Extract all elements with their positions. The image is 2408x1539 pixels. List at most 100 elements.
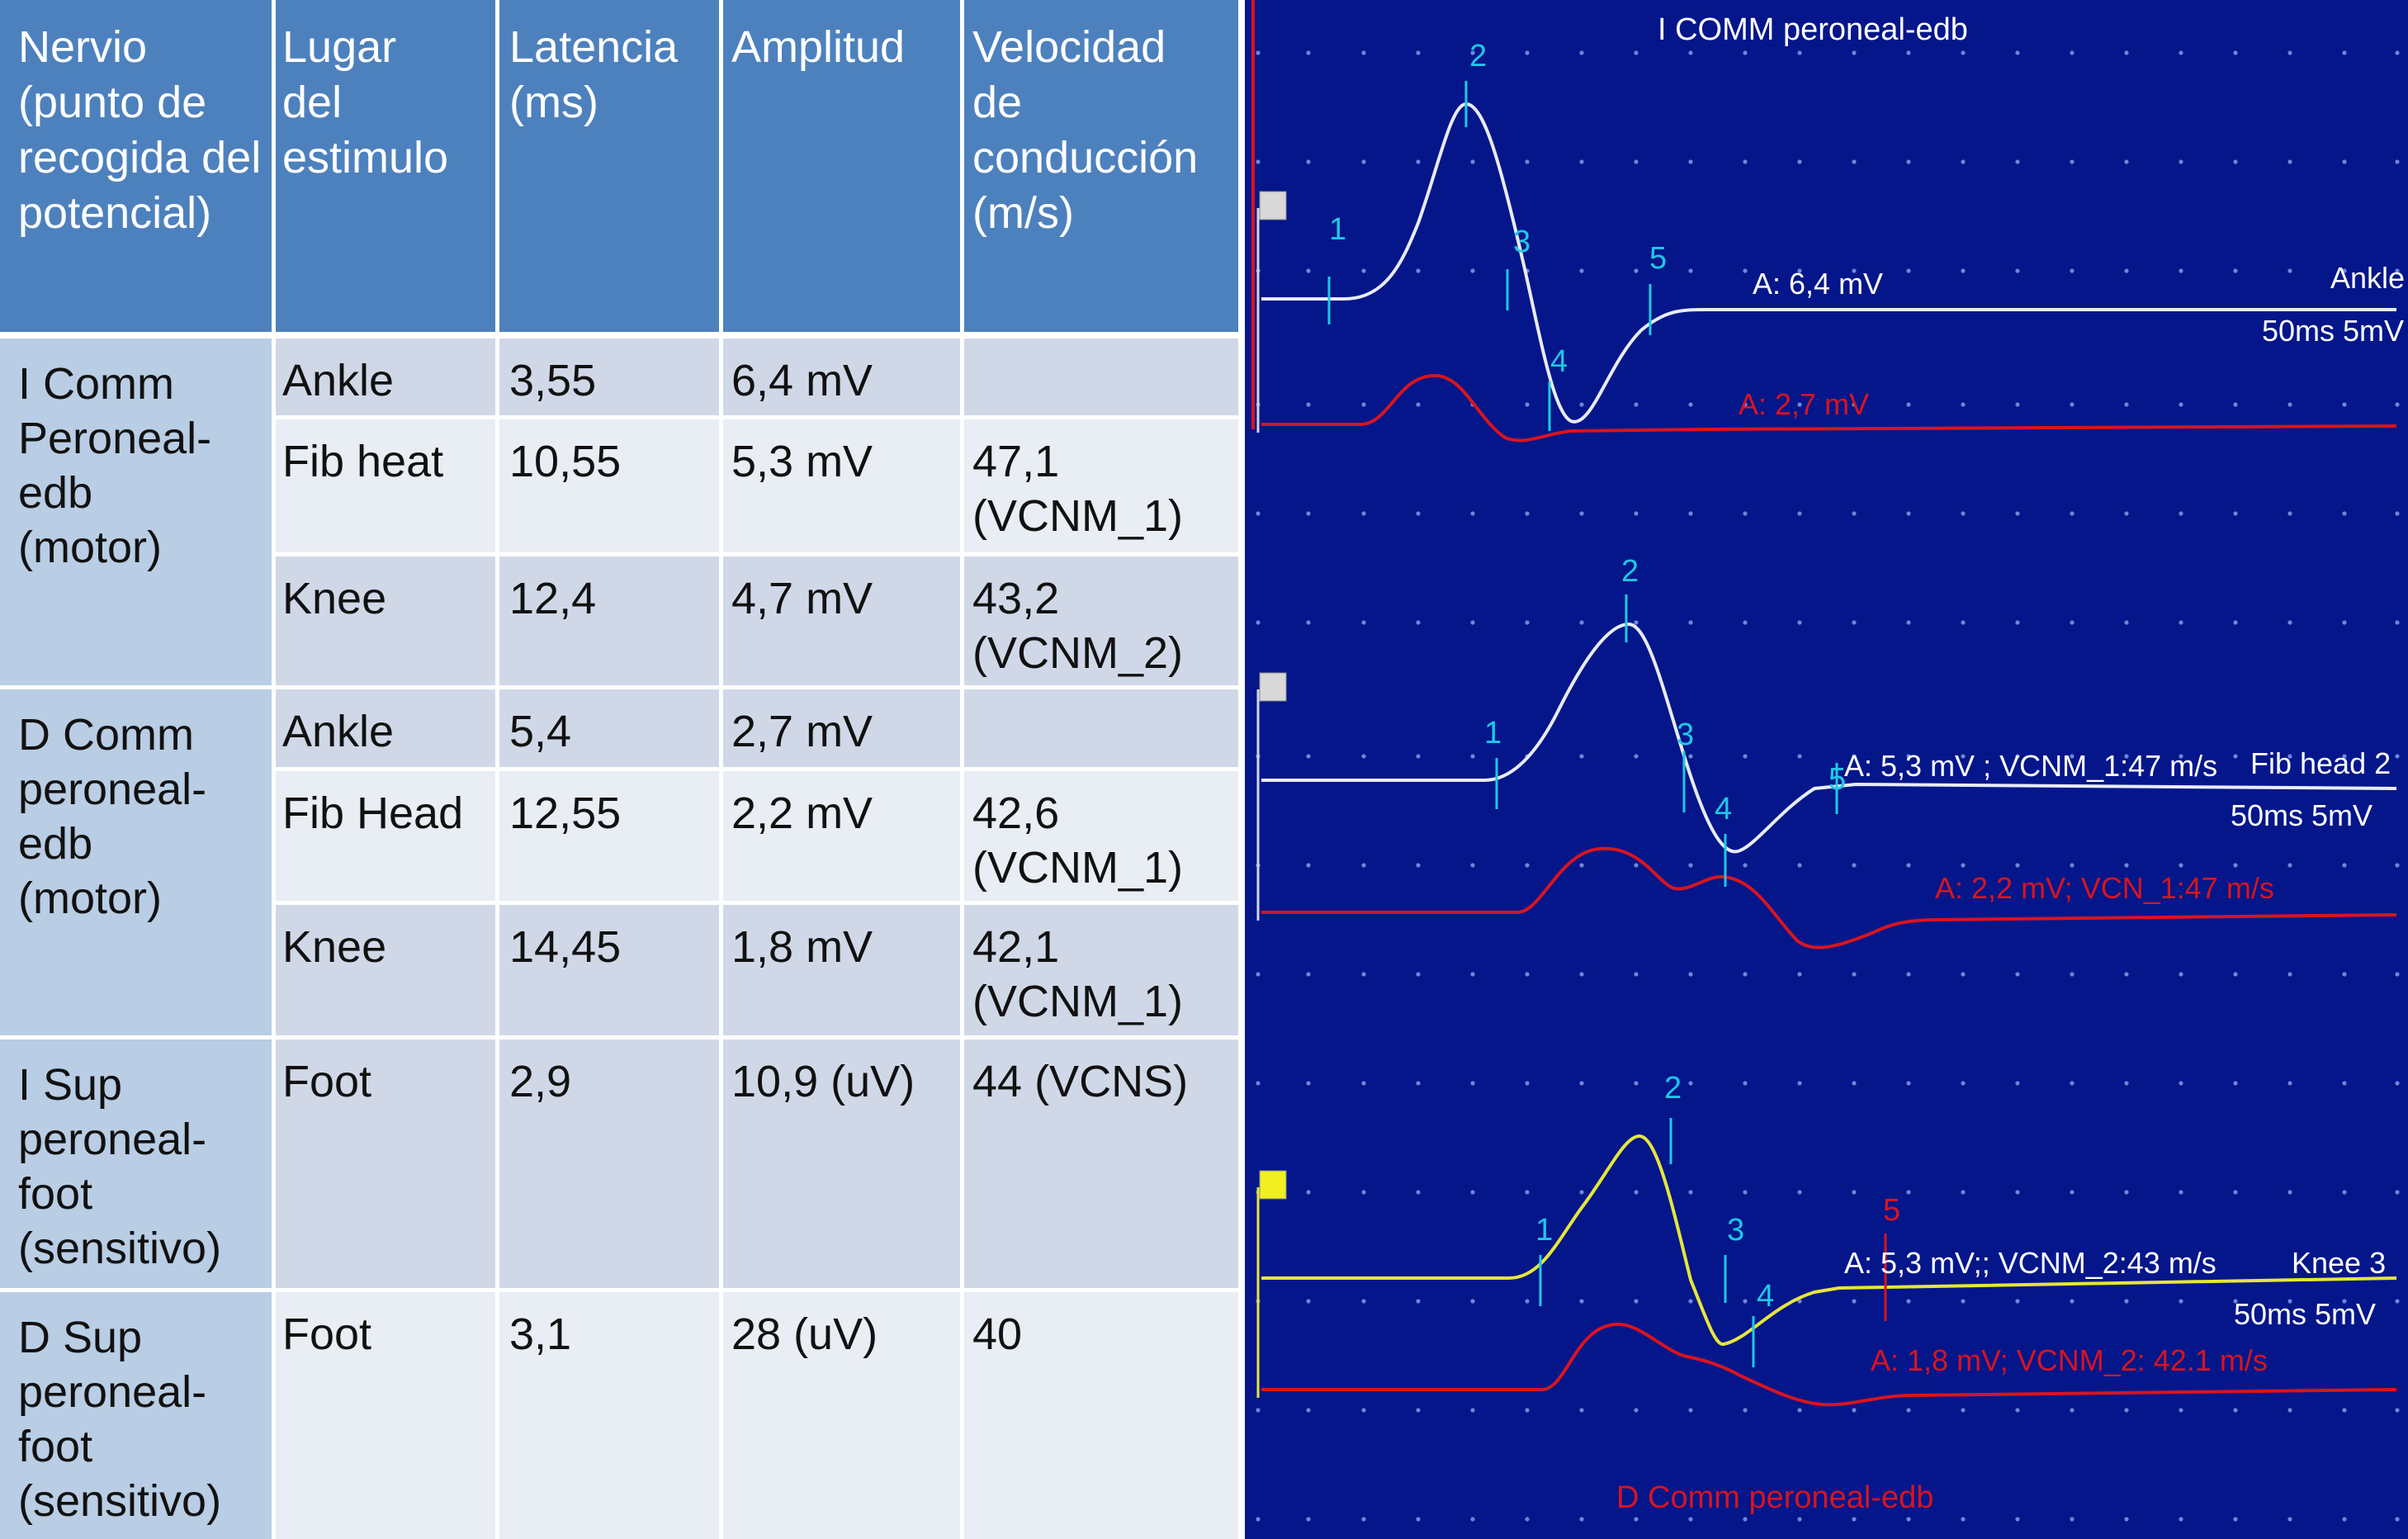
grid-dot xyxy=(1797,1299,1802,1304)
grid-dot xyxy=(1256,511,1261,516)
table-cell-latencia: 12,4 xyxy=(499,556,719,685)
grid-dot xyxy=(2395,1190,2400,1195)
grid-dot xyxy=(1416,511,1421,516)
cursor-label: 1 xyxy=(1484,716,1502,751)
grid-dot xyxy=(1306,1299,1311,1304)
grid-dot xyxy=(2342,1517,2347,1522)
grid-dot xyxy=(2342,863,2347,868)
grid-dot xyxy=(1361,1408,1366,1413)
grid-dot xyxy=(2287,511,2292,516)
grid-dot xyxy=(1961,268,1966,273)
red-amplitude-annotation: A: 2,7 mV xyxy=(1739,387,1869,421)
grid-dot xyxy=(1579,1190,1584,1195)
channel-marker xyxy=(1259,672,1287,702)
grid-dot xyxy=(1634,1081,1639,1086)
grid-dot xyxy=(1688,268,1693,273)
grid-dot xyxy=(2233,268,2238,273)
grid-dot xyxy=(1361,972,1366,977)
table-cell-amplitud: 28 (uV) xyxy=(723,1292,960,1539)
grid-dot xyxy=(1743,1190,1748,1195)
grid-dot xyxy=(1634,863,1639,868)
grid-dot xyxy=(1306,1408,1311,1413)
grid-dot xyxy=(2395,863,2400,868)
grid-dot xyxy=(1470,1190,1475,1195)
grid-dot xyxy=(2070,1517,2074,1522)
grid-dot xyxy=(2342,620,2347,625)
grid-dot xyxy=(1688,1190,1693,1195)
main-trace xyxy=(1261,1134,2397,1346)
grid-dot xyxy=(1743,1081,1748,1086)
cursor-label: 4 xyxy=(1715,792,1732,826)
grid-dot xyxy=(2124,159,2129,164)
grid-dot xyxy=(2395,1408,2400,1413)
grid-dot xyxy=(1688,1299,1693,1304)
grid-dot xyxy=(1797,159,1802,164)
grid-dot xyxy=(1579,620,1584,625)
table-cell-latencia: 14,45 xyxy=(499,905,719,1035)
grid-dot xyxy=(1579,754,1584,759)
grid-dot xyxy=(2015,1081,2020,1086)
grid-dot xyxy=(1306,511,1311,516)
grid-dot xyxy=(1852,1081,1857,1086)
grid-dot xyxy=(1416,268,1421,273)
table-cell-amplitud: 1,8 mV xyxy=(723,905,960,1035)
grid-dot xyxy=(1470,511,1475,516)
grid-dot xyxy=(1306,754,1311,759)
red-trace xyxy=(1261,846,2397,949)
table-cell-latencia: 2,9 xyxy=(499,1039,719,1288)
grid-dot xyxy=(1852,1299,1857,1304)
main-trace xyxy=(1261,102,2396,424)
grid-dot xyxy=(2342,402,2347,407)
grid-dot xyxy=(1416,972,1421,977)
table-cell-latencia: 3,1 xyxy=(499,1292,719,1539)
grid-dot xyxy=(1961,620,1966,625)
channel-label: Knee 3 xyxy=(2292,1246,2386,1280)
emg-traces-svg: I COMM peroneal-edb D Comm peroneal-edb 1 2… xyxy=(1251,0,2408,1522)
grid-dot xyxy=(2287,402,2292,407)
header-cell: Lugar del estimulo xyxy=(276,0,495,332)
grid-dot xyxy=(1743,972,1748,977)
channel-marker xyxy=(1259,191,1287,220)
grid-dot xyxy=(1906,1190,1911,1195)
grid-dot xyxy=(2124,620,2129,625)
grid-dot xyxy=(1961,402,1966,407)
grid-dot xyxy=(2070,268,2074,273)
grid-dot xyxy=(1797,511,1802,516)
grid-dot xyxy=(1525,1408,1530,1413)
grid-dot xyxy=(1688,50,1693,55)
cursor-label: 5 xyxy=(1649,241,1667,276)
grid-dot xyxy=(2287,1299,2292,1304)
grid-dot xyxy=(2395,511,2400,516)
grid-dot xyxy=(1743,159,1748,164)
grid-dot xyxy=(1306,50,1311,55)
grid-dot xyxy=(1579,50,1584,55)
grid-dot xyxy=(2287,268,2292,273)
grid-dot xyxy=(1688,972,1693,977)
grid-dot xyxy=(1688,402,1693,407)
channel-marker xyxy=(1259,1170,1287,1200)
grid-dot xyxy=(1470,159,1475,164)
header-cell: Nervio (punto de recogida del potencial) xyxy=(0,0,272,332)
grid-dot xyxy=(1579,511,1584,516)
cursor-label: 4 xyxy=(1757,1279,1774,1314)
grid-dot xyxy=(1797,1408,1802,1413)
grid-dot xyxy=(2070,1081,2074,1086)
grid-dot xyxy=(1579,268,1584,273)
grid-dot xyxy=(2179,863,2183,868)
grid-dot xyxy=(2124,1299,2129,1304)
grid-dot xyxy=(2070,1299,2074,1304)
grid-dot xyxy=(1256,620,1261,625)
grid-dot xyxy=(1306,402,1311,407)
grid-dot xyxy=(1525,1190,1530,1195)
table-cell-lugar: Fib heat xyxy=(276,419,495,552)
table-cell-velocidad: 43,2 (VCNM_2) xyxy=(964,556,1238,685)
grid-dot xyxy=(1525,1517,1530,1522)
grid-dot xyxy=(2287,1408,2292,1413)
grid-dot xyxy=(1634,50,1639,55)
grid-dot xyxy=(1634,754,1639,759)
grid-dot xyxy=(2342,511,2347,516)
grid-dot xyxy=(2015,1299,2020,1304)
grid-dot xyxy=(2179,159,2183,164)
grid-dot xyxy=(1470,1081,1475,1086)
